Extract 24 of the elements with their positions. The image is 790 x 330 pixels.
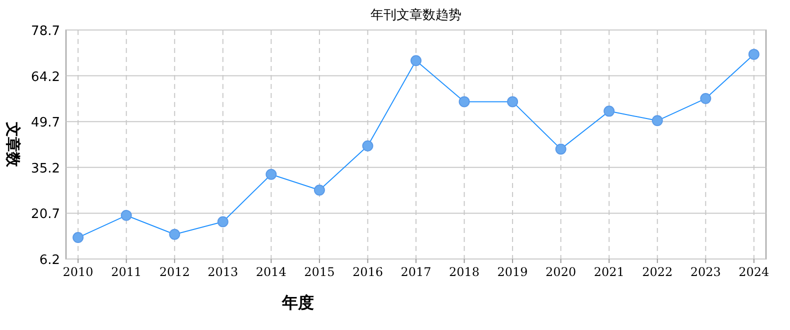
chart-title: 年刊文章数趋势: [370, 8, 462, 23]
x-tick-label: 2022: [642, 265, 673, 279]
x-tick-label: 2019: [497, 265, 528, 279]
x-tick-label: 2010: [62, 265, 94, 279]
x-tick-label: 2015: [304, 265, 335, 279]
y-tick-label: 64.2: [31, 70, 60, 85]
x-tick-label: 2011: [111, 265, 142, 279]
y-tick-label: 49.7: [31, 116, 60, 131]
x-tick-label: 2023: [690, 265, 721, 279]
y-tick-label: 20.7: [31, 207, 60, 222]
y-tick-label: 78.7: [31, 24, 60, 39]
y-tick-label: 35.2: [31, 161, 60, 176]
x-tick-label: 2021: [594, 265, 624, 279]
y-axis-title: 文章数: [4, 121, 22, 168]
x-tick-label: 2020: [546, 265, 576, 279]
x-axis-title: 年度: [281, 293, 314, 312]
x-tick-label: 2014: [256, 265, 287, 279]
x-tick-label: 2012: [159, 265, 190, 279]
x-tick-label: 2017: [400, 265, 432, 279]
x-tick-label: 2013: [208, 265, 238, 279]
y-tick-label: 6.2: [39, 253, 60, 268]
x-tick-label: 2018: [449, 265, 480, 279]
x-tick-label: 2016: [352, 265, 383, 279]
x-tick-label: 2024: [738, 265, 770, 279]
